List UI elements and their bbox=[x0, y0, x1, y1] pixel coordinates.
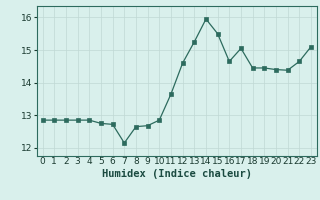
X-axis label: Humidex (Indice chaleur): Humidex (Indice chaleur) bbox=[102, 169, 252, 179]
